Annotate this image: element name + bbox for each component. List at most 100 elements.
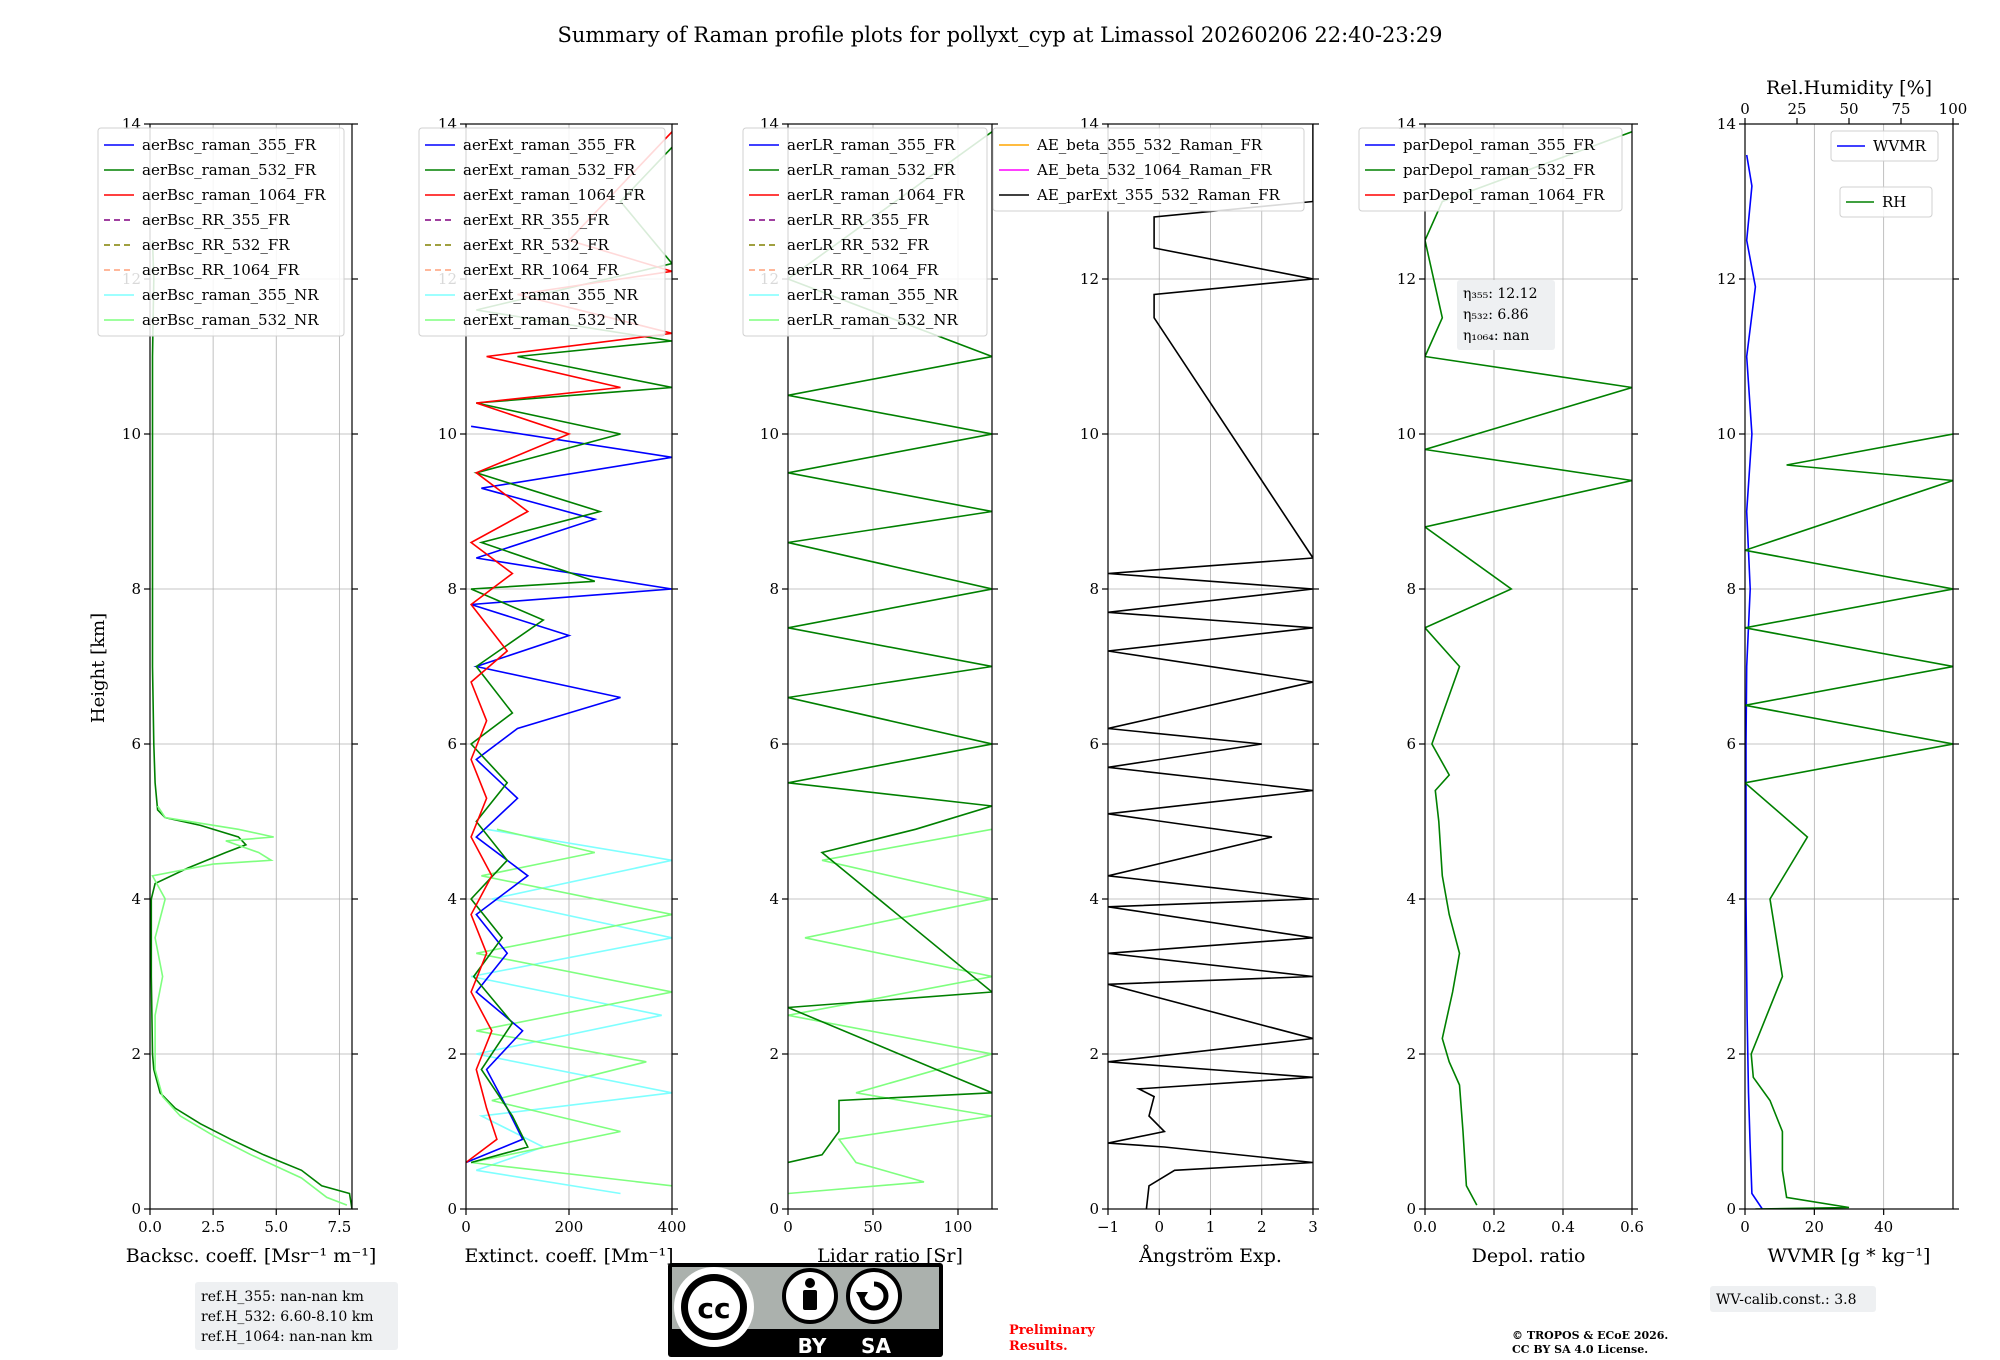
xtick-label-depol: 0.4 (1551, 1218, 1575, 1236)
series-RH (1745, 433, 1953, 1209)
top-axis-label-wv: Rel.Humidity [%] (1766, 77, 1932, 99)
ytick-label-wv: 8 (1726, 580, 1736, 598)
legend-box-ae (992, 127, 1305, 212)
ytick-label-ae: 0 (1089, 1200, 1099, 1218)
ytick-label-ext: 6 (447, 735, 457, 753)
ytick-label-lr: 6 (769, 735, 779, 753)
ytick-label-ae: 6 (1089, 735, 1099, 753)
legend-label-ae: AE_beta_532_1064_Raman_FR (1036, 161, 1272, 179)
series-aerExt_raman_1064_FR (466, 131, 672, 1164)
preliminary-line-1: Preliminary (1009, 1323, 1095, 1338)
legend-label-ext: aerExt_raman_532_NR (463, 311, 639, 329)
legend-label-depol: parDepol_raman_1064_FR (1403, 186, 1605, 204)
xtick-label-ext: 200 (555, 1218, 584, 1236)
xaxis-label-depol: Depol. ratio (1472, 1245, 1586, 1267)
ytick-label-depol: 4 (1406, 890, 1416, 908)
ytick-label-ext: 10 (438, 425, 457, 443)
axes-frame-lr (787, 123, 993, 1210)
ytick-label-ae: 12 (1080, 270, 1099, 288)
legend-label-lr: aerLR_raman_532_FR (787, 161, 956, 179)
axes-frame-bsc (149, 123, 353, 1210)
xtick-label-wv: 0 (1740, 1218, 1750, 1236)
panel-ext: 024681012140200400Extinct. coeff. [Mm⁻¹]… (418, 115, 687, 1267)
xaxis-label-lr: Lidar ratio [Sr] (817, 1245, 963, 1267)
refh-532: ref.H_532: 6.60-8.10 km (201, 1309, 374, 1325)
ytick-label-wv: 2 (1726, 1045, 1736, 1063)
top-xtick-label-wv: 0 (1740, 100, 1750, 118)
legend-label-ext: aerExt_raman_1064_FR (463, 186, 645, 204)
ytick-label-bsc: 6 (131, 735, 141, 753)
legend-label-bsc: aerBsc_raman_355_FR (142, 136, 317, 154)
xtick-label-ae: 1 (1206, 1218, 1216, 1236)
legend-label-ae: AE_parExt_355_532_Raman_FR (1036, 186, 1281, 204)
ytick-label-ext: 0 (447, 1200, 457, 1218)
xtick-label-depol: 0.6 (1620, 1218, 1644, 1236)
eta-annotation-box (1457, 280, 1555, 350)
ytick-label-lr: 10 (760, 425, 779, 443)
ytick-label-ext: 4 (447, 890, 457, 908)
legend-label-lr: aerLR_raman_355_FR (787, 136, 956, 154)
ytick-label-lr: 0 (769, 1200, 779, 1218)
cc-sa-label: SA (861, 1334, 891, 1358)
eta-annotation-line: η₅₃₂: 6.86 (1463, 307, 1529, 323)
ytick-label-ae: 2 (1089, 1045, 1099, 1063)
ytick-label-wv: 14 (1717, 115, 1736, 133)
sa-icon (859, 1281, 889, 1311)
ytick-label-bsc: 10 (122, 425, 141, 443)
series-parDepol_raman_532_FR (1425, 131, 1632, 1206)
legend-label-wv: WVMR (1873, 137, 1927, 155)
legend-label-depol: parDepol_raman_532_FR (1403, 161, 1596, 179)
ytick-label-ext: 8 (447, 580, 457, 598)
ytick-label-lr: 8 (769, 580, 779, 598)
xtick-label-ae: 0 (1154, 1218, 1164, 1236)
legend-box-wv (1830, 130, 1939, 162)
copyright-note: © TROPOS & ECoE 2026. CC BY SA 4.0 Licen… (1512, 1329, 1668, 1356)
xtick-label-lr: 0 (783, 1218, 793, 1236)
ytick-label-depol: 2 (1406, 1045, 1416, 1063)
figure-title: Summary of Raman profile plots for polly… (557, 23, 1442, 47)
refh-355: ref.H_355: nan-nan km (201, 1289, 364, 1305)
ytick-label-wv: 12 (1717, 270, 1736, 288)
series-aerLR_raman_532_NR (788, 828, 992, 1195)
ytick-label-bsc: 4 (131, 890, 141, 908)
copyright-line-1: © TROPOS & ECoE 2026. (1512, 1329, 1668, 1342)
preliminary-note: Preliminary Results. (1009, 1323, 1095, 1354)
xtick-label-ext: 400 (658, 1218, 687, 1236)
reference-height-box: ref.H_355: nan-nan km ref.H_532: 6.60-8.… (195, 1282, 398, 1350)
legend-label-bsc: aerBsc_RR_1064_FR (142, 261, 300, 279)
xtick-label-lr: 50 (863, 1218, 882, 1236)
legend-label-bsc: aerBsc_raman_532_NR (142, 311, 319, 329)
ytick-label-depol: 8 (1406, 580, 1416, 598)
ytick-label-wv: 6 (1726, 735, 1736, 753)
xtick-label-bsc: 5.0 (264, 1218, 288, 1236)
panel-lr: 02468101214050100Lidar ratio [Sr]aerLR_r… (742, 115, 998, 1267)
legend-box-bsc (97, 127, 345, 337)
legend-label-ae: AE_beta_355_532_Raman_FR (1036, 136, 1263, 154)
copyright-line-2: CC BY SA 4.0 License. (1512, 1343, 1648, 1356)
legend-label-ext: aerExt_raman_532_FR (463, 161, 636, 179)
legend-label-ext: aerExt_RR_532_FR (463, 236, 610, 254)
legend-label-bsc: aerBsc_raman_532_FR (142, 161, 317, 179)
ytick-label-wv: 10 (1717, 425, 1736, 443)
series-aerExt_raman_532_NR (470, 828, 672, 1187)
legend-label-ext: aerExt_raman_355_NR (463, 286, 639, 304)
cc-by-label: BY (798, 1334, 827, 1358)
series-aerExt_raman_532_FR (469, 146, 672, 1164)
legend-label-lr: aerLR_raman_1064_FR (787, 186, 965, 204)
ytick-label-bsc: 8 (131, 580, 141, 598)
wv-calib-text: WV-calib.const.: 3.8 (1716, 1292, 1856, 1308)
eta-annotation-line: η₃₅₅: 12.12 (1463, 286, 1537, 302)
legend-label-ext: aerExt_raman_355_FR (463, 136, 636, 154)
y-axis-label: Height [km] (88, 613, 109, 723)
legend-label-bsc: aerBsc_RR_355_FR (142, 211, 290, 229)
legend-box-depol (1358, 127, 1623, 212)
legend-label-bsc: aerBsc_raman_1064_FR (142, 186, 326, 204)
xaxis-label-wv: WVMR [g * kg⁻¹] (1768, 1245, 1931, 1267)
ytick-label-wv: 4 (1726, 890, 1736, 908)
top-xtick-label-wv: 75 (1891, 100, 1910, 118)
